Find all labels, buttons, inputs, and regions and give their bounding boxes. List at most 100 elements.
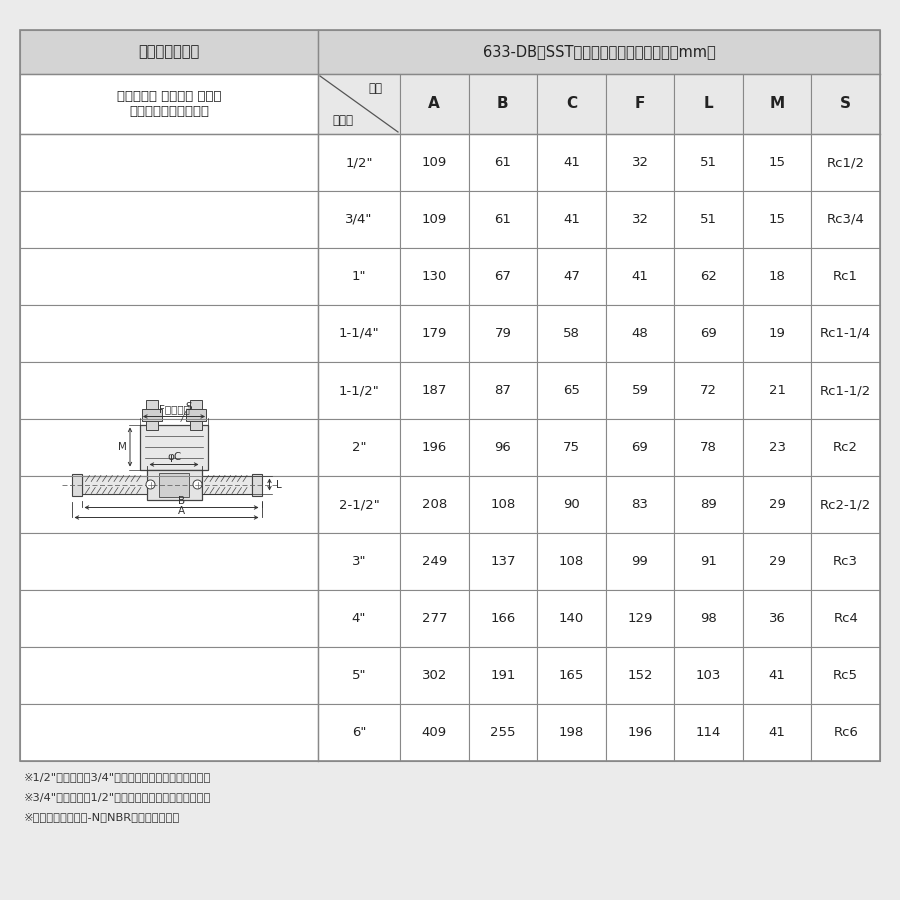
- Bar: [20, 362, 318, 419]
- Bar: [318, 419, 400, 476]
- Bar: [606, 476, 674, 533]
- Text: 18: 18: [769, 270, 786, 283]
- Bar: [469, 362, 537, 419]
- Text: 69: 69: [632, 441, 648, 454]
- Text: Rc1/2: Rc1/2: [827, 156, 865, 169]
- Bar: [674, 476, 742, 533]
- Bar: [537, 533, 606, 590]
- Text: S: S: [185, 402, 192, 412]
- Text: 29: 29: [769, 555, 786, 568]
- Bar: [606, 704, 674, 761]
- Bar: [20, 419, 318, 476]
- Text: 36: 36: [769, 612, 786, 625]
- Text: 51: 51: [700, 156, 717, 169]
- Bar: [742, 647, 812, 704]
- Text: 48: 48: [632, 327, 648, 340]
- Bar: [606, 248, 674, 305]
- Text: 41: 41: [632, 270, 648, 283]
- Bar: [606, 362, 674, 419]
- Bar: [186, 409, 206, 420]
- Bar: [82, 475, 147, 493]
- Bar: [606, 191, 674, 248]
- Bar: [20, 590, 318, 647]
- Text: 3/4": 3/4": [346, 213, 373, 226]
- Bar: [400, 305, 469, 362]
- Bar: [812, 248, 880, 305]
- Bar: [674, 74, 742, 134]
- Bar: [20, 704, 318, 761]
- Bar: [469, 704, 537, 761]
- Bar: [140, 425, 208, 470]
- Bar: [469, 248, 537, 305]
- Bar: [20, 305, 318, 362]
- Text: 47: 47: [563, 270, 580, 283]
- Text: ※3/4"カプラーは1/2"アダプターにも接続できます。: ※3/4"カプラーは1/2"アダプターにも接続できます。: [24, 792, 212, 802]
- Text: 137: 137: [491, 555, 516, 568]
- Text: 72: 72: [700, 384, 717, 397]
- Text: 166: 166: [491, 612, 516, 625]
- Text: カムアーム継手: カムアーム継手: [139, 44, 200, 59]
- Text: 41: 41: [563, 213, 580, 226]
- Text: 3": 3": [352, 555, 366, 568]
- Text: 69: 69: [700, 327, 717, 340]
- Bar: [742, 362, 812, 419]
- Text: 109: 109: [422, 156, 447, 169]
- Bar: [742, 590, 812, 647]
- Text: 4": 4": [352, 612, 366, 625]
- Bar: [202, 475, 251, 493]
- Bar: [742, 74, 812, 134]
- Text: 2": 2": [352, 441, 366, 454]
- Text: 108: 108: [491, 498, 516, 511]
- Bar: [674, 248, 742, 305]
- Bar: [469, 191, 537, 248]
- Bar: [318, 74, 400, 134]
- Bar: [537, 74, 606, 134]
- Bar: [469, 305, 537, 362]
- Bar: [537, 590, 606, 647]
- Text: M: M: [118, 442, 126, 452]
- Bar: [674, 533, 742, 590]
- Text: 79: 79: [494, 327, 511, 340]
- Text: 198: 198: [559, 726, 584, 739]
- Text: 67: 67: [494, 270, 511, 283]
- Text: B: B: [497, 96, 508, 112]
- Text: A: A: [178, 507, 185, 517]
- Text: Rc4: Rc4: [833, 612, 859, 625]
- Bar: [20, 30, 318, 74]
- Text: Rc1-1/4: Rc1-1/4: [820, 327, 871, 340]
- Bar: [318, 191, 400, 248]
- Bar: [742, 305, 812, 362]
- Bar: [400, 248, 469, 305]
- Bar: [674, 134, 742, 191]
- Bar: [20, 74, 318, 134]
- Bar: [606, 74, 674, 134]
- Text: 41: 41: [563, 156, 580, 169]
- Bar: [674, 419, 742, 476]
- Bar: [318, 362, 400, 419]
- Bar: [537, 362, 606, 419]
- Bar: [147, 470, 202, 500]
- Text: 1": 1": [352, 270, 366, 283]
- Text: 249: 249: [422, 555, 447, 568]
- Text: 87: 87: [494, 384, 511, 397]
- Text: 19: 19: [769, 327, 786, 340]
- Text: 32: 32: [632, 213, 649, 226]
- Bar: [812, 134, 880, 191]
- Bar: [537, 704, 606, 761]
- Text: 位置: 位置: [368, 82, 382, 94]
- Bar: [400, 476, 469, 533]
- Bar: [142, 409, 162, 420]
- Text: C: C: [566, 96, 577, 112]
- Bar: [318, 533, 400, 590]
- Text: カムロック カプラー メネジ
ステンレススチール製: カムロック カプラー メネジ ステンレススチール製: [117, 90, 221, 118]
- Text: 61: 61: [494, 156, 511, 169]
- Bar: [20, 476, 318, 533]
- Bar: [400, 533, 469, 590]
- Bar: [159, 472, 189, 497]
- Bar: [606, 305, 674, 362]
- Text: 165: 165: [559, 669, 584, 682]
- Bar: [812, 590, 880, 647]
- Circle shape: [146, 480, 155, 489]
- Text: 277: 277: [421, 612, 447, 625]
- Bar: [469, 419, 537, 476]
